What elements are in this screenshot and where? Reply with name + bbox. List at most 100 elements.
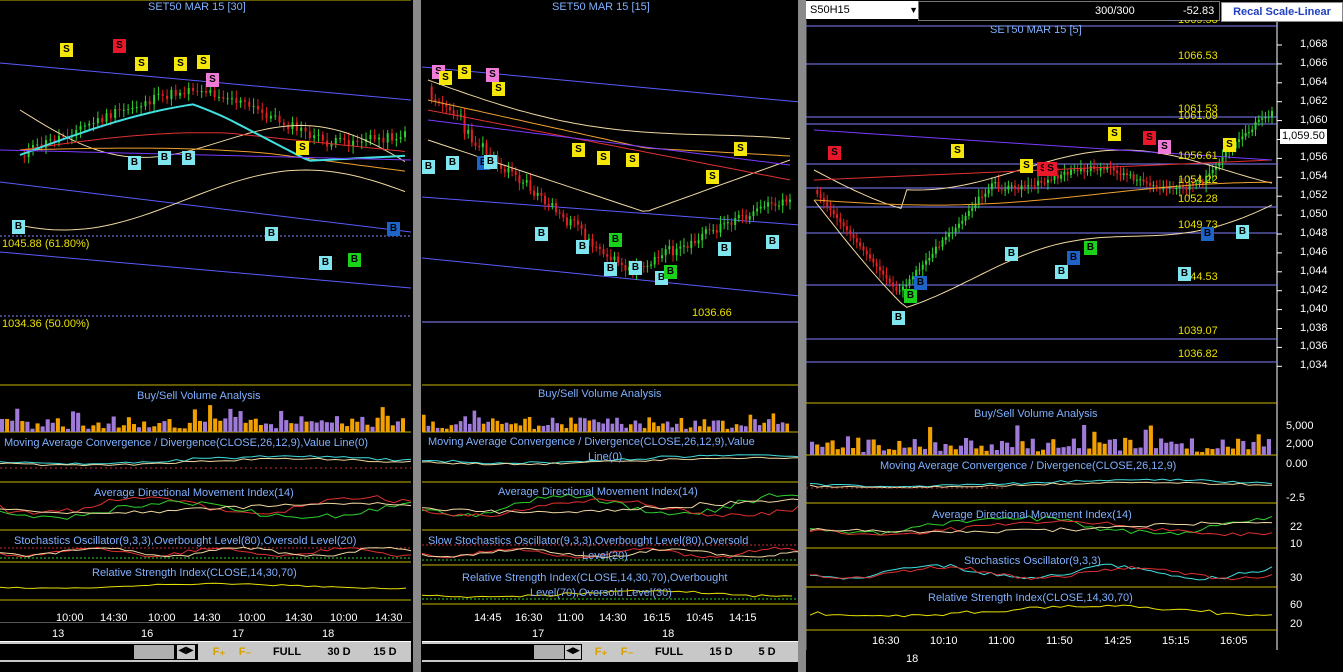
sell-signal-marker: S xyxy=(1020,159,1033,173)
scroll-arrows-icon[interactable]: ◀▶ xyxy=(565,645,581,659)
candle-body xyxy=(1185,187,1188,190)
right-chart-panel[interactable]: S50H15 ▼ 300/300 -52.83 Recal Scale-Line… xyxy=(806,0,1343,672)
y-tick-label: 1,042 xyxy=(1300,283,1328,296)
scroll-thumb[interactable] xyxy=(534,645,564,659)
adx-line xyxy=(0,502,411,515)
volume-bar xyxy=(1184,448,1189,455)
recal-scale-button[interactable]: Recal Scale-Linear xyxy=(1221,2,1343,22)
volume-bar xyxy=(573,423,578,432)
candle-body xyxy=(789,199,791,202)
full-button[interactable]: FULL xyxy=(272,646,302,658)
volume-bar xyxy=(345,426,350,432)
full-button[interactable]: FULL xyxy=(654,646,684,658)
volume-bar xyxy=(1010,447,1015,455)
middle-chart-panel[interactable]: SET50 MAR 15 [15] 1036.66 Buy/Sell Volum… xyxy=(422,0,800,672)
level-label: 1036.82 xyxy=(1178,348,1218,360)
time-tick: 10:00 xyxy=(330,612,358,624)
left-toolbar: ◀▶ F₊ F₋ FULL 30 D 15 D xyxy=(0,641,411,662)
30d-button[interactable]: 30 D xyxy=(327,646,351,658)
level-label: 1056.61 xyxy=(1178,150,1218,162)
volume-bar xyxy=(233,416,238,432)
middle-toolbar: ◀▶ F₊ F₋ FULL 15 D 5 D xyxy=(422,641,800,662)
trend-channel xyxy=(0,181,411,233)
candle-body xyxy=(434,99,437,102)
volume-bar xyxy=(1030,438,1035,455)
scroll-thumb[interactable] xyxy=(134,645,174,659)
buy-signal-marker: B xyxy=(766,235,779,249)
candle-body xyxy=(1188,183,1191,190)
day-tick: 17 xyxy=(532,628,545,640)
candle-body xyxy=(101,118,104,122)
panel-divider[interactable] xyxy=(798,0,806,672)
candle-body xyxy=(595,246,598,248)
left-scrollbar[interactable]: ◀▶ xyxy=(0,644,198,660)
right-chart-canvas[interactable] xyxy=(806,0,1343,672)
buy-signal-marker: B xyxy=(484,155,497,169)
volume-bar xyxy=(734,424,739,432)
candle-body xyxy=(1218,162,1221,167)
trend-channel xyxy=(0,251,411,289)
buy-signal-marker: B xyxy=(604,262,617,276)
stoch-k xyxy=(422,546,800,559)
middle-scrollbar[interactable]: ◀▶ xyxy=(422,644,582,660)
volume-bar xyxy=(541,425,546,432)
symbol-select[interactable]: S50H15 ▼ xyxy=(806,1,920,19)
volume-bar xyxy=(527,417,532,432)
volume-bar xyxy=(606,418,610,432)
candle-body xyxy=(701,233,704,241)
volume-bar xyxy=(431,421,435,432)
candle-body xyxy=(981,196,984,198)
panel-divider[interactable] xyxy=(413,0,421,672)
middle-chart-canvas[interactable] xyxy=(422,0,800,672)
fplus-icon[interactable]: F₊ xyxy=(594,646,608,658)
volume-bar xyxy=(560,424,564,432)
volume-bar xyxy=(91,425,96,432)
volume-bar xyxy=(785,423,789,432)
left-chart-canvas[interactable] xyxy=(0,0,411,672)
5d-button[interactable]: 5 D xyxy=(758,646,776,658)
scroll-left-icon[interactable]: ◀▶ xyxy=(177,645,195,659)
candle-body xyxy=(192,88,195,91)
candle-body xyxy=(503,168,506,173)
candle-body xyxy=(1023,185,1026,187)
fplus-icon[interactable]: F₊ xyxy=(212,646,226,658)
15d-button[interactable]: 15 D xyxy=(709,646,733,658)
left-chart-panel[interactable]: SET50 MAR 15 [30] 1045.88 (61.80%) 1034.… xyxy=(0,0,411,672)
volume-bar xyxy=(172,427,177,432)
buy-signal-marker: B xyxy=(182,151,195,165)
candle-body xyxy=(1158,187,1161,190)
y-tick-label: 1,062 xyxy=(1300,94,1328,107)
candle-body xyxy=(183,92,186,94)
fminus-icon[interactable]: F₋ xyxy=(238,646,252,658)
volume-bar xyxy=(757,425,762,432)
sell-signal-marker: S xyxy=(626,153,639,167)
volume-bar xyxy=(1164,442,1169,455)
volume-bar xyxy=(739,425,743,432)
candle-body xyxy=(452,110,455,115)
candle-body xyxy=(269,115,272,119)
candle-body xyxy=(661,255,664,259)
candle-body xyxy=(770,202,773,204)
volume-bar xyxy=(486,421,490,432)
15d-button[interactable]: 15 D xyxy=(373,646,397,658)
volume-bar xyxy=(126,417,131,432)
volume-bar xyxy=(856,437,861,455)
candle-body xyxy=(849,230,852,235)
candle-body xyxy=(668,246,671,250)
candle-body xyxy=(118,108,121,111)
time-tick: 14:30 xyxy=(193,612,221,624)
volume-bar xyxy=(1066,446,1071,455)
volume-bar xyxy=(167,419,172,432)
fminus-icon[interactable]: F₋ xyxy=(620,646,634,658)
adx-minus xyxy=(422,498,800,518)
time-tick: 14:15 xyxy=(729,612,757,624)
volume-bar xyxy=(116,427,121,432)
chevron-down-icon[interactable]: ▼ xyxy=(909,5,918,15)
volume-bar xyxy=(1159,438,1164,455)
volume-bar xyxy=(550,417,555,432)
candle-body xyxy=(1050,179,1053,181)
volume-bar xyxy=(213,418,218,432)
volume-bar xyxy=(958,445,963,455)
sell-signal-marker: S xyxy=(734,142,747,156)
stoch-d xyxy=(422,547,800,558)
